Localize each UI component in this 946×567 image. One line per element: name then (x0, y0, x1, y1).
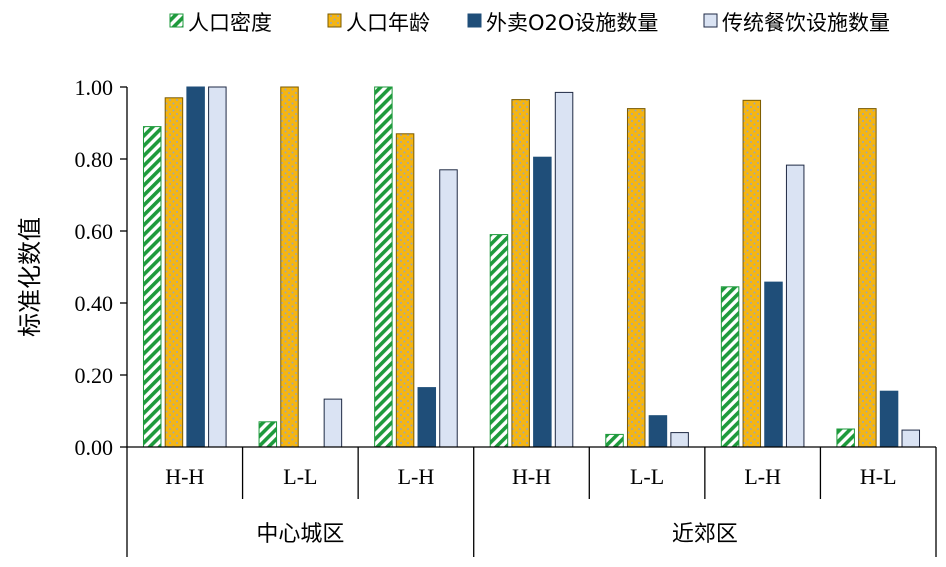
bar-1-1 (142, 126, 162, 448)
bar-3-6 (764, 281, 783, 448)
bar-3-4 (533, 156, 552, 448)
bar-4-4 (554, 91, 574, 448)
legend-swatch (703, 13, 718, 28)
bar-1-5 (605, 433, 624, 448)
bar-3-5 (648, 415, 668, 448)
bar-3-1 (186, 86, 205, 448)
bar-4-3 (439, 169, 458, 448)
legend: 人口密度 人口年龄 外卖O2O设施数量 传统餐饮设施数量 (169, 11, 890, 35)
x-tick-label: L-L (630, 464, 664, 489)
group-label: 中心城区 (256, 522, 344, 547)
bar-4-5 (670, 432, 689, 448)
legend-label: 人口密度 (188, 11, 272, 35)
bar-1-4 (489, 234, 509, 448)
y-tick-label: 0.00 (75, 435, 114, 460)
legend-label: 人口年龄 (346, 11, 430, 35)
bar-3-3 (417, 387, 437, 448)
y-tick-label: 0.80 (75, 147, 114, 172)
x-tick-label: L-H (398, 464, 435, 489)
bar-3-7 (879, 390, 899, 448)
legend-swatch (467, 13, 482, 28)
bar-4-2 (323, 398, 343, 448)
y-tick-label: 0.20 (75, 363, 114, 388)
x-tick-label: L-H (744, 464, 781, 489)
legend-swatch (327, 13, 342, 28)
legend-label: 外卖O2O设施数量 (486, 11, 658, 35)
y-axis-label: 标准化数值 (16, 217, 44, 337)
bar-4-1 (208, 86, 227, 448)
y-tick-label: 1.00 (75, 75, 114, 100)
y-tick-label: 0.60 (75, 219, 114, 244)
legend-label: 传统餐饮设施数量 (722, 11, 890, 35)
bar-1-6 (720, 286, 740, 448)
x-tick-label: H-H (165, 464, 204, 489)
y-tick-label: 0.40 (75, 291, 114, 316)
bar-1-3 (374, 86, 393, 448)
bars (142, 86, 921, 448)
bar-4-6 (785, 164, 805, 448)
bar-2-7 (858, 108, 877, 448)
bar-1-2 (258, 421, 278, 448)
x-tick-label: H-H (512, 464, 551, 489)
x-axis: H-H L-L L-H H-H L-L L-H H-L 中心城区 近郊区 (126, 446, 937, 557)
legend-swatch (169, 13, 184, 28)
bar-2-1 (164, 97, 184, 448)
bar-2-5 (626, 108, 646, 448)
group-label: 近郊区 (672, 522, 738, 547)
bar-1-7 (836, 428, 855, 448)
bar-2-3 (395, 133, 415, 448)
bar-2-6 (742, 99, 762, 448)
bar-2-2 (280, 86, 299, 448)
bar-2-4 (511, 99, 530, 448)
bar-4-7 (901, 429, 921, 448)
x-tick-label: H-L (860, 464, 897, 489)
x-tick-label: L-L (283, 464, 317, 489)
y-axis: 0.00 0.20 0.40 0.60 0.80 1.00 标准化数值 (16, 75, 128, 460)
